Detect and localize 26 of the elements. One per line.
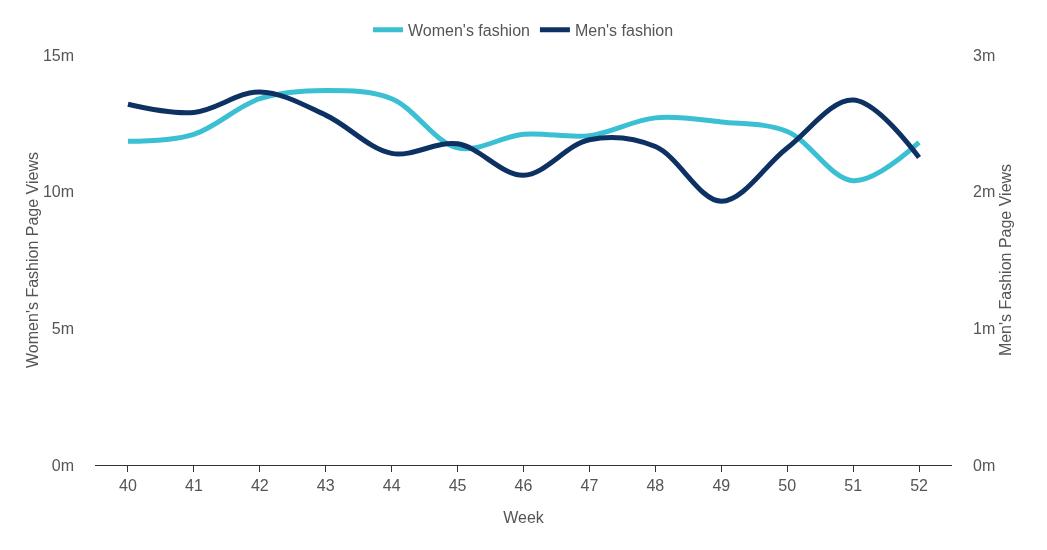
legend-label: Men's fashion bbox=[574, 21, 674, 39]
x-tick-label: 41 bbox=[184, 477, 203, 495]
y2-tick-label: 2m bbox=[973, 183, 996, 201]
x-axis-title: Week bbox=[503, 509, 545, 526]
y-tick-label: 15m bbox=[42, 46, 74, 64]
legend-label: Women's fashion bbox=[408, 21, 530, 39]
x-tick-label: 51 bbox=[844, 477, 863, 495]
x-tick-label: 47 bbox=[580, 477, 599, 495]
x-tick-label: 52 bbox=[910, 477, 929, 495]
x-tick-label: 42 bbox=[250, 477, 269, 495]
x-tick-label: 44 bbox=[382, 477, 401, 495]
x-tick-label: 50 bbox=[778, 477, 797, 495]
y2-tick-label: 0m bbox=[973, 456, 996, 474]
y2-tick-label: 1m bbox=[973, 319, 996, 337]
y-tick-label: 5m bbox=[51, 319, 74, 337]
x-tick-label: 45 bbox=[448, 477, 467, 495]
x-tick-label: 49 bbox=[712, 477, 731, 495]
x-tick-label: 43 bbox=[316, 477, 335, 495]
x-tick-label: 48 bbox=[646, 477, 665, 495]
y-axis-title: Women's Fashion Page Views bbox=[23, 152, 41, 368]
y-tick-label: 10m bbox=[42, 183, 74, 201]
x-tick-label: 40 bbox=[119, 477, 137, 495]
x-tick-label: 46 bbox=[514, 477, 533, 495]
y-tick-label: 0m bbox=[51, 456, 74, 474]
y2-tick-label: 3m bbox=[973, 46, 996, 64]
y2-axis-title: Men's Fashion Page Views bbox=[997, 163, 1015, 357]
